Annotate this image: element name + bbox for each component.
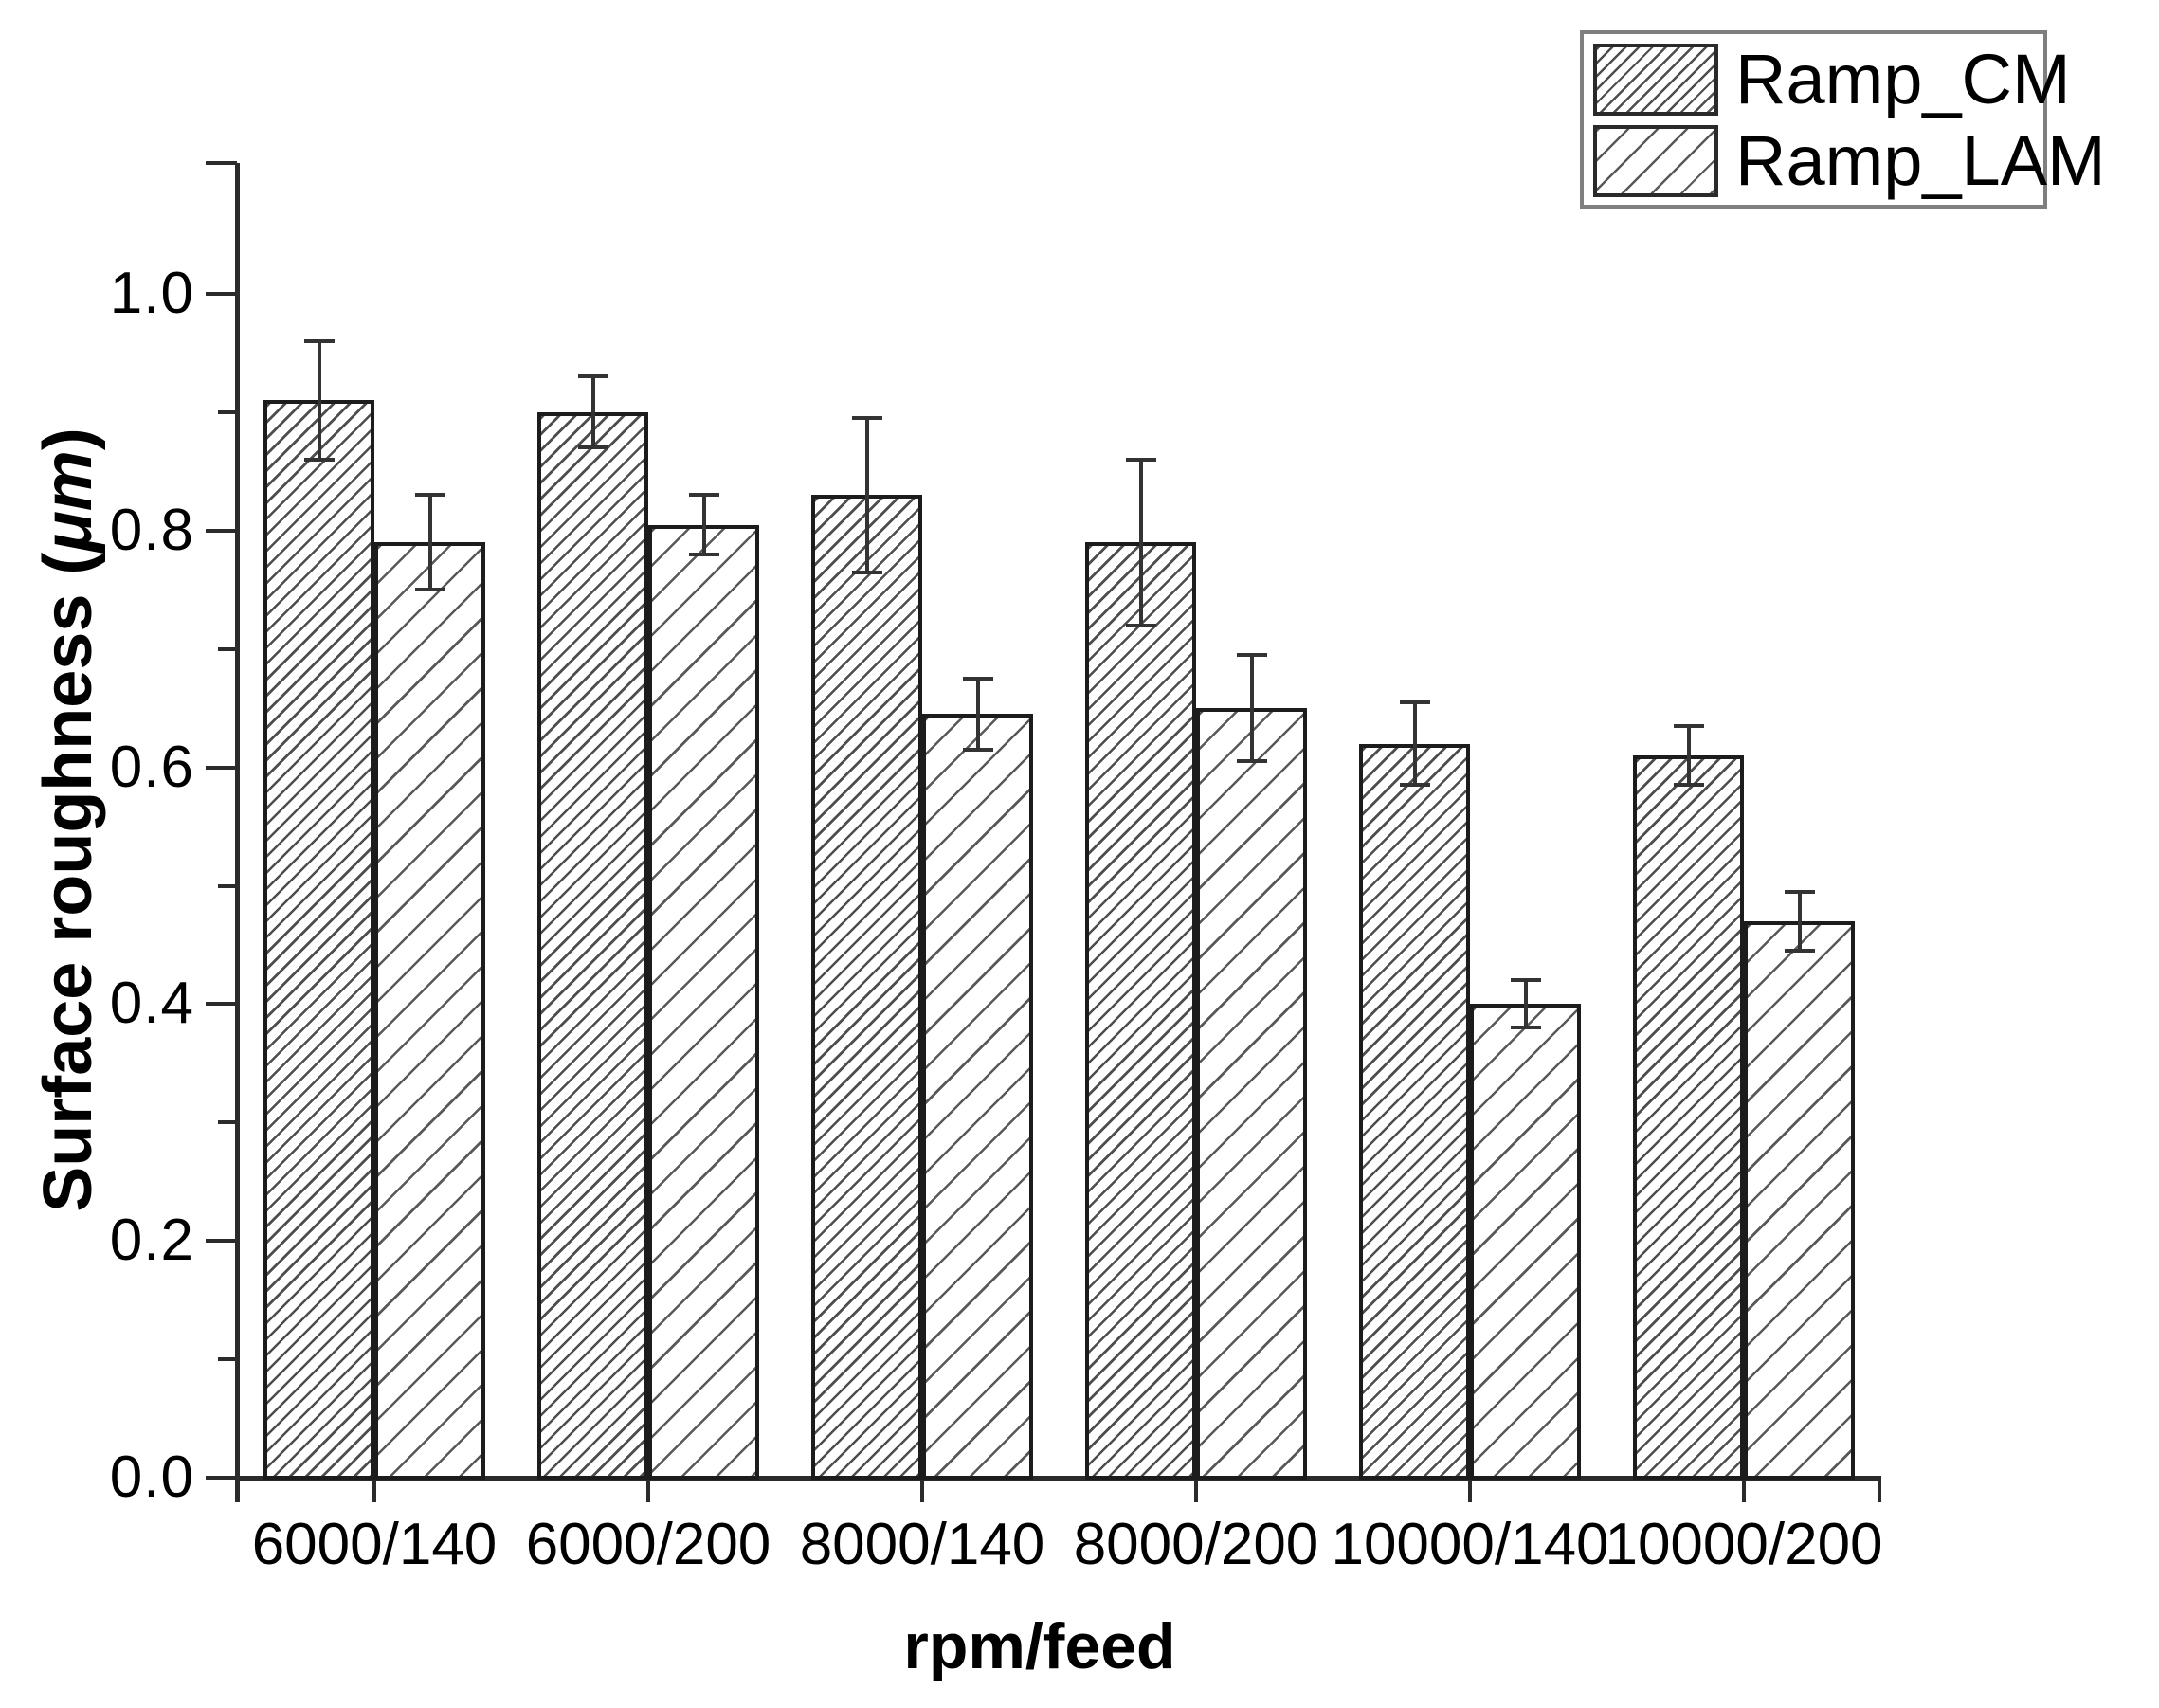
error-cap-top-ramp-cm-6000-140 bbox=[303, 338, 335, 343]
y-major-tick-0.6 bbox=[206, 765, 237, 770]
y-minor-tick-0.5 bbox=[218, 883, 237, 888]
error-whisker-ramp-lam-10000-140 bbox=[1523, 980, 1528, 1028]
bar-ramp-cm-8000-200 bbox=[1085, 542, 1196, 1480]
x-axis-title: rpm/feed bbox=[903, 1610, 1176, 1682]
error-cap-bottom-ramp-lam-10000-140 bbox=[1510, 1026, 1541, 1030]
error-cap-top-ramp-lam-6000-200 bbox=[688, 493, 719, 498]
bar-ramp-lam-10000-200 bbox=[1744, 920, 1855, 1480]
y-axis-unit: μm bbox=[30, 450, 106, 553]
x-axis bbox=[235, 1476, 1881, 1481]
y-tick-label-0.4: 0.4 bbox=[109, 971, 194, 1037]
y-tick-label-1.0: 1.0 bbox=[109, 261, 194, 326]
legend-label-ramp-cm: Ramp_CM bbox=[1735, 40, 2071, 118]
y-tick-label-0.2: 0.2 bbox=[109, 1208, 194, 1274]
error-cap-bottom-ramp-lam-6000-200 bbox=[688, 552, 719, 556]
bar-ramp-cm-10000-200 bbox=[1633, 755, 1744, 1480]
error-cap-bottom-ramp-cm-6000-140 bbox=[303, 457, 335, 462]
y-tick-label-0.6: 0.6 bbox=[109, 734, 194, 800]
error-whisker-ramp-lam-6000-140 bbox=[427, 495, 432, 591]
legend: Ramp_CM Ramp_LAM bbox=[1580, 30, 2106, 209]
legend-swatch-ramp-lam bbox=[1593, 125, 1718, 197]
bar-ramp-lam-6000-200 bbox=[648, 524, 759, 1480]
legend-label-ramp-lam: Ramp_LAM bbox=[1735, 121, 2106, 200]
y-axis-title: Surface roughness (μm) bbox=[29, 427, 107, 1212]
bar-ramp-cm-6000-140 bbox=[263, 400, 374, 1480]
error-whisker-ramp-cm-10000-140 bbox=[1412, 701, 1417, 786]
error-cap-bottom-ramp-cm-10000-140 bbox=[1399, 783, 1430, 788]
error-whisker-ramp-lam-8000-140 bbox=[975, 678, 980, 750]
error-cap-top-ramp-cm-8000-140 bbox=[851, 416, 882, 421]
x-tick-10000-140 bbox=[1468, 1478, 1472, 1502]
error-whisker-ramp-cm-6000-140 bbox=[317, 340, 321, 460]
error-cap-top-ramp-cm-10000-200 bbox=[1673, 723, 1704, 728]
x-tick-6000-140 bbox=[372, 1478, 376, 1502]
bar-ramp-lam-6000-140 bbox=[374, 542, 485, 1480]
error-whisker-ramp-lam-8000-200 bbox=[1249, 654, 1254, 762]
x-tick-label-6000-200: 6000/200 bbox=[525, 1512, 771, 1577]
y-minor-tick-0.7 bbox=[218, 646, 237, 651]
error-whisker-ramp-cm-8000-200 bbox=[1138, 459, 1143, 626]
error-whisker-ramp-cm-6000-200 bbox=[590, 376, 595, 448]
error-cap-top-ramp-lam-8000-200 bbox=[1236, 652, 1267, 657]
error-cap-top-ramp-lam-8000-140 bbox=[962, 676, 993, 681]
error-whisker-ramp-lam-10000-200 bbox=[1797, 891, 1802, 952]
error-cap-bottom-ramp-cm-8000-140 bbox=[851, 570, 882, 574]
bar-ramp-cm-8000-140 bbox=[811, 495, 922, 1480]
y-axis bbox=[235, 163, 240, 1502]
error-whisker-ramp-cm-10000-200 bbox=[1686, 725, 1691, 786]
y-major-tick-0.4 bbox=[206, 1002, 237, 1007]
y-axis-title-text: Surface roughness ( bbox=[30, 552, 106, 1212]
x-tick-6000-200 bbox=[646, 1478, 650, 1502]
y-axis-end-tick bbox=[206, 161, 237, 165]
x-tick-8000-200 bbox=[1194, 1478, 1198, 1502]
y-tick-label-0.0: 0.0 bbox=[109, 1445, 194, 1510]
y-minor-tick-0.3 bbox=[218, 1120, 237, 1125]
y-axis-title-suffix: ) bbox=[30, 427, 106, 451]
error-cap-top-ramp-cm-10000-140 bbox=[1399, 700, 1430, 704]
x-axis-end-tick bbox=[1878, 1478, 1881, 1502]
error-cap-bottom-ramp-lam-6000-140 bbox=[414, 588, 445, 592]
bar-ramp-lam-10000-140 bbox=[1470, 1004, 1581, 1480]
error-cap-bottom-ramp-cm-10000-200 bbox=[1673, 783, 1704, 788]
bar-ramp-cm-6000-200 bbox=[537, 411, 648, 1480]
error-whisker-ramp-cm-8000-140 bbox=[864, 418, 869, 572]
y-minor-tick-0.9 bbox=[218, 409, 237, 414]
x-tick-10000-200 bbox=[1742, 1478, 1746, 1502]
error-cap-top-ramp-lam-10000-200 bbox=[1784, 889, 1815, 894]
y-major-tick-1.0 bbox=[206, 292, 237, 296]
error-cap-bottom-ramp-lam-10000-200 bbox=[1784, 949, 1815, 954]
bar-ramp-lam-8000-200 bbox=[1196, 708, 1307, 1480]
x-tick-label-6000-140: 6000/140 bbox=[251, 1512, 498, 1577]
bar-ramp-cm-10000-140 bbox=[1359, 743, 1470, 1480]
error-cap-top-ramp-lam-6000-140 bbox=[414, 493, 445, 498]
error-whisker-ramp-lam-6000-200 bbox=[701, 495, 706, 554]
bar-ramp-lam-8000-140 bbox=[922, 714, 1033, 1480]
x-tick-label-10000-140: 10000/140 bbox=[1331, 1512, 1609, 1577]
y-minor-tick-0.1 bbox=[218, 1357, 237, 1362]
x-tick-label-8000-200: 8000/200 bbox=[1073, 1512, 1319, 1577]
error-cap-bottom-ramp-lam-8000-200 bbox=[1236, 759, 1267, 764]
x-tick-label-10000-200: 10000/200 bbox=[1605, 1512, 1883, 1577]
y-major-tick-0.8 bbox=[206, 528, 237, 533]
x-tick-label-8000-140: 8000/140 bbox=[799, 1512, 1045, 1577]
error-cap-bottom-ramp-cm-8000-200 bbox=[1125, 623, 1156, 627]
error-cap-bottom-ramp-lam-8000-140 bbox=[962, 747, 993, 752]
error-cap-top-ramp-cm-6000-200 bbox=[577, 374, 608, 379]
error-cap-bottom-ramp-cm-6000-200 bbox=[577, 445, 608, 450]
error-cap-top-ramp-lam-10000-140 bbox=[1510, 978, 1541, 983]
y-tick-label-0.8: 0.8 bbox=[109, 497, 194, 563]
y-major-tick-0.0 bbox=[206, 1476, 237, 1480]
legend-swatch-ramp-cm bbox=[1593, 44, 1718, 116]
y-major-tick-0.2 bbox=[206, 1239, 237, 1244]
error-cap-top-ramp-cm-8000-200 bbox=[1125, 457, 1156, 462]
x-tick-8000-140 bbox=[920, 1478, 924, 1502]
